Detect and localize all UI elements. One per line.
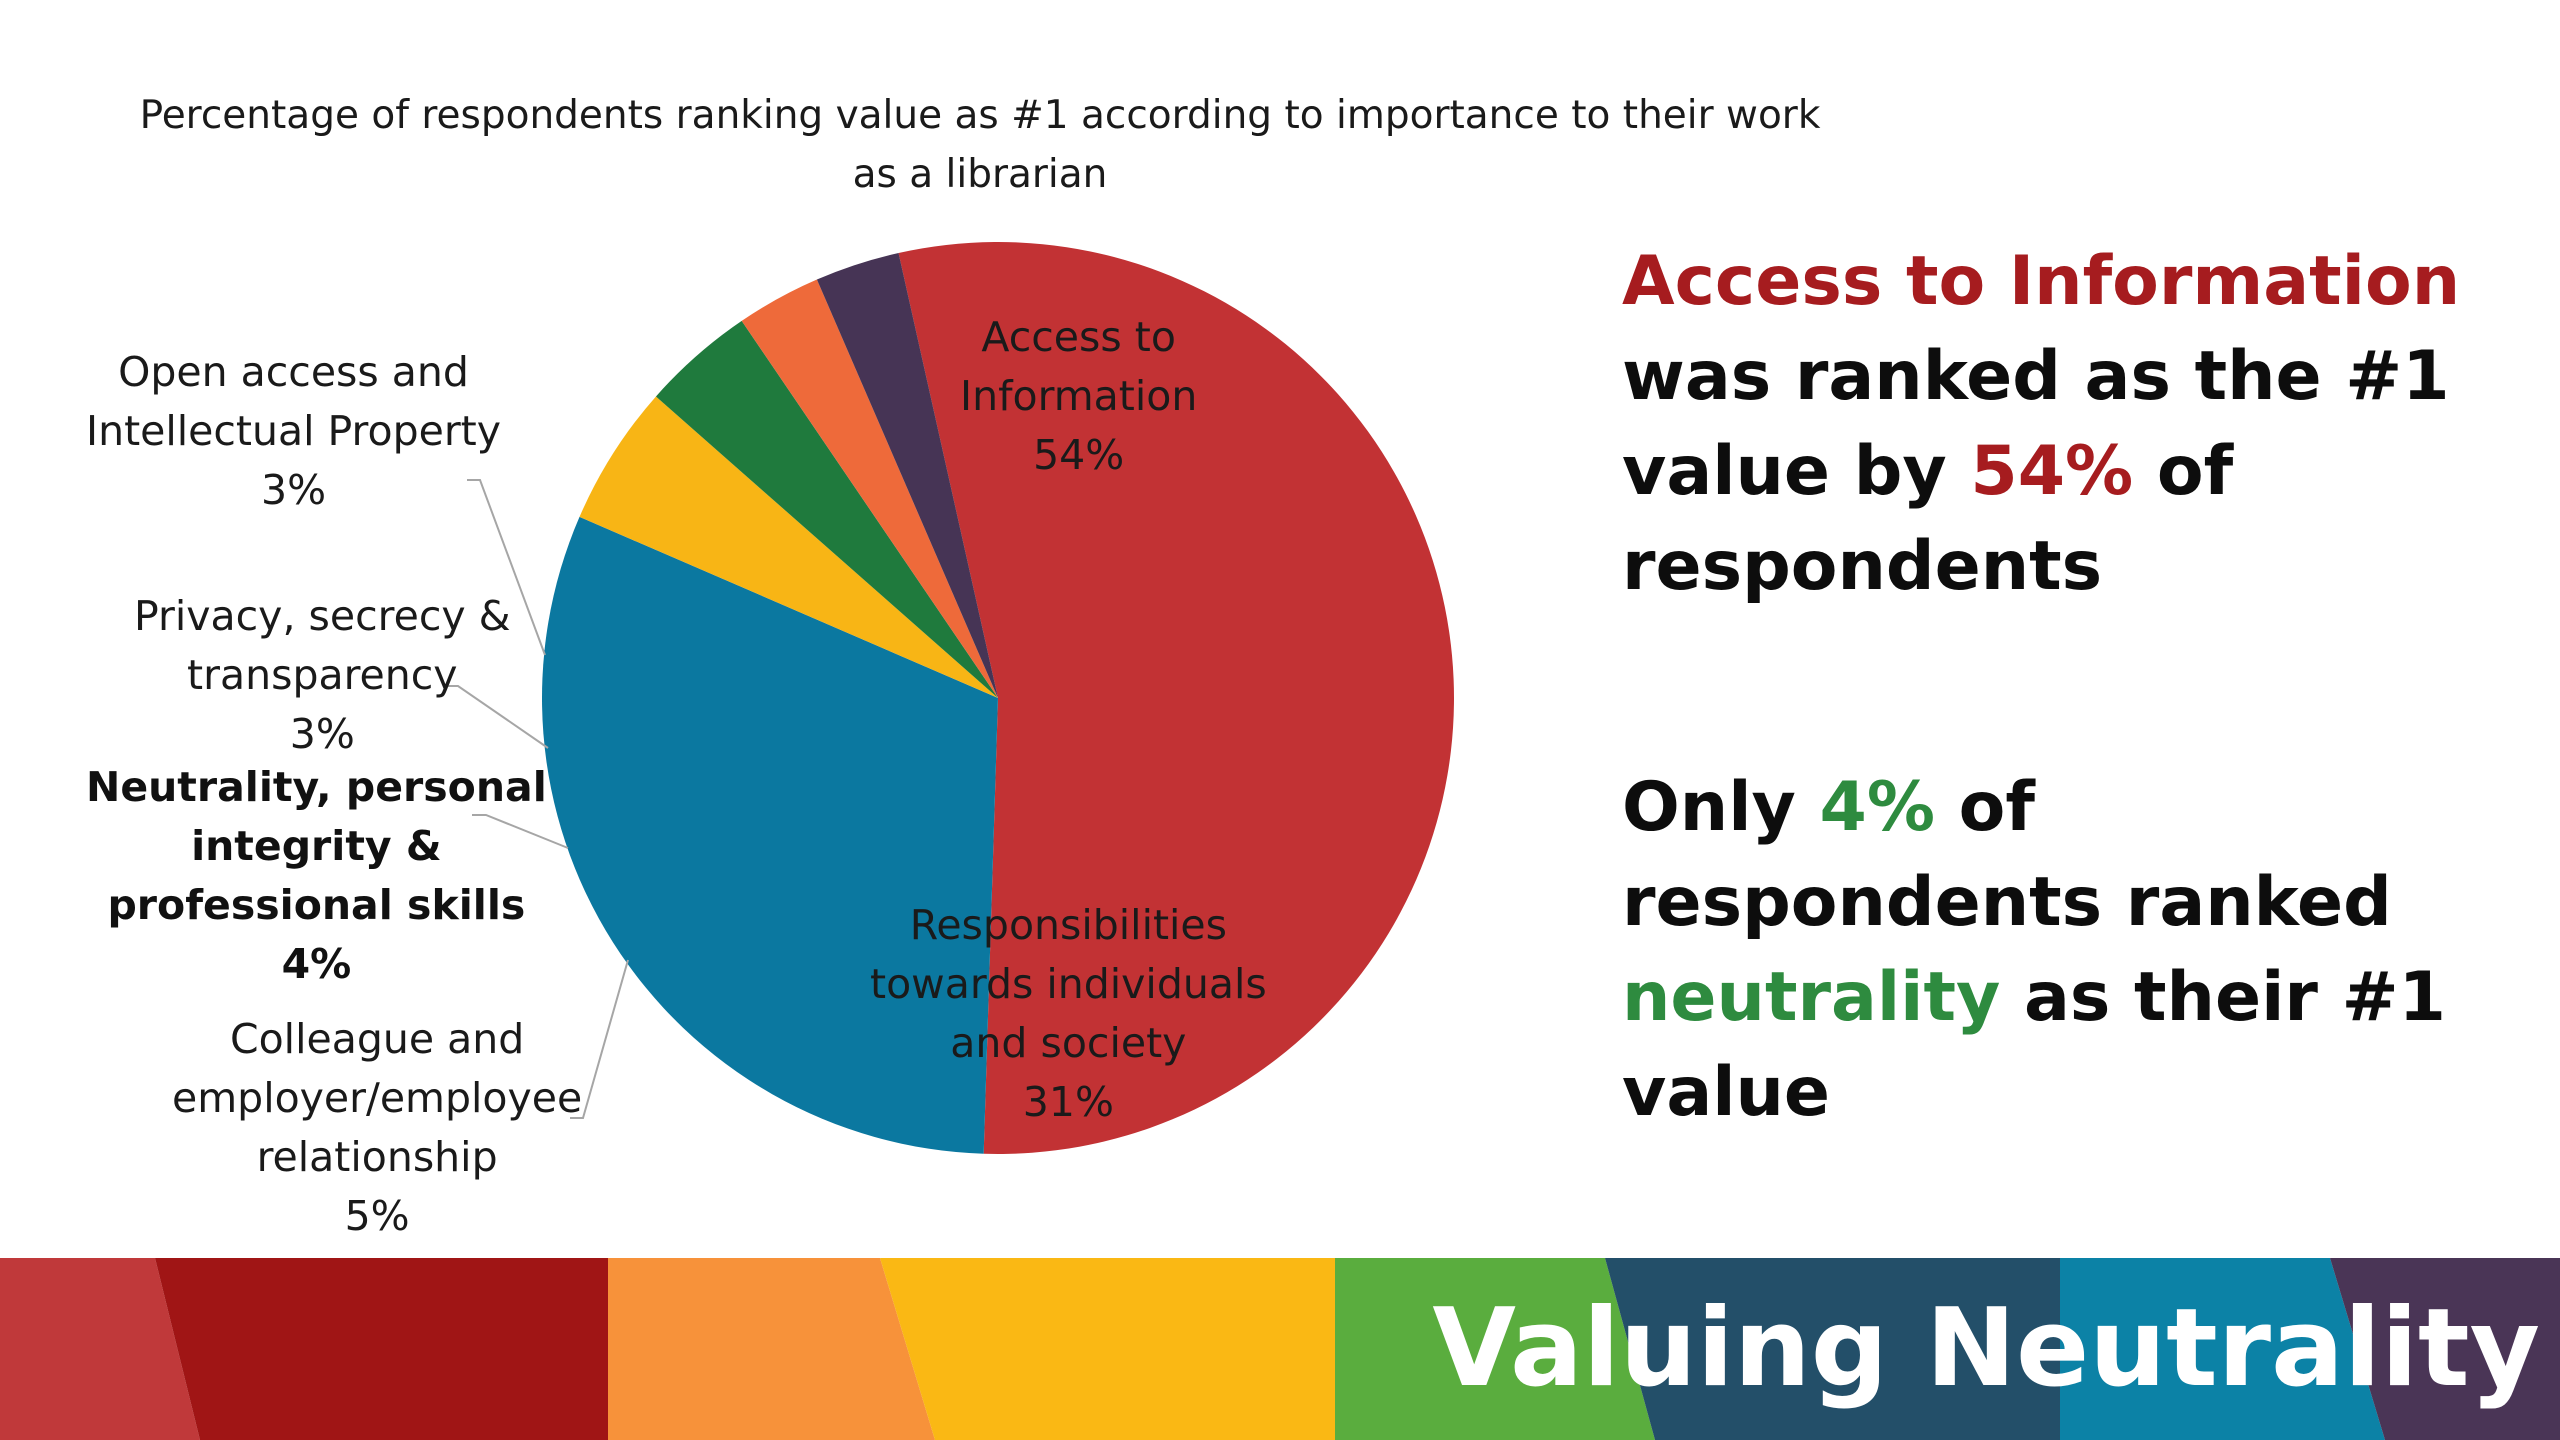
callout-neutrality-line3: neutrality as their #1 [1622,958,2446,1037]
banner-stripe-yellow [880,1258,1335,1440]
slice-label-responsibilities: Responsibilities towards individuals and… [870,901,1267,1126]
callout-neutrality-line1: Only 4% of [1622,768,2035,847]
banner-title: Valuing Neutrality [1432,1286,2540,1411]
pie-slice-responsibilities [541,516,998,1154]
leader-line-open-access [467,479,546,656]
callout-neutrality-line2: respondents ranked [1622,863,2392,942]
footer-banner: Valuing Neutrality [0,1258,2560,1440]
slice-label-colleague: Colleague and employer/employee relation… [172,1015,583,1240]
banner-stripes [0,1258,2560,1440]
pie-slice-open-access [816,252,998,698]
slice-label-open-access: Open access and Intellectual Property 3% [86,348,502,514]
callout-access-line2: was ranked as the #1 [1622,337,2450,416]
callout-neutrality-word: neutrality [1622,958,2001,1037]
slice-label-access: Access to Information 54% [960,313,1198,479]
pie-slice-neutrality [655,320,998,698]
banner-stripe-purple [2330,1258,2560,1440]
callout-access-pct: 54% [1970,432,2134,511]
slice-label-neutrality: Neutrality, personal integrity & profess… [86,763,547,988]
callout-access-line3: value by 54% of [1622,432,2234,511]
leader-line-colleague [570,959,629,1119]
callout-neutrality-line4: value [1622,1053,1831,1132]
banner-stripe-slate [1605,1258,2060,1440]
banner-stripe-green [1335,1258,1655,1440]
banner-stripe-orange [608,1258,935,1440]
callout-neutrality: Only 4% of respondents ranked neutrality… [1622,760,2446,1140]
slice-label-privacy: Privacy, secrecy & transparency 3% [134,592,511,758]
banner-stripe-dark-red [155,1258,608,1440]
callout-neutrality-pct: 4% [1819,768,1935,847]
callout-access-highlight: Access to Information [1622,242,2461,321]
leader-line-privacy [446,685,549,749]
callout-access: Access to Information was ranked as the … [1622,234,2460,614]
banner-stripe-red [0,1258,200,1440]
pie-slice-access [898,242,1454,1155]
callout-access-line4: respondents [1622,527,2103,606]
pie-slice-privacy [741,279,998,698]
pie-slice-colleague [579,396,998,698]
chart-title: Percentage of respondents ranking value … [139,93,1821,197]
leader-line-neutrality [472,814,569,849]
banner-stripe-blue [2060,1258,2385,1440]
